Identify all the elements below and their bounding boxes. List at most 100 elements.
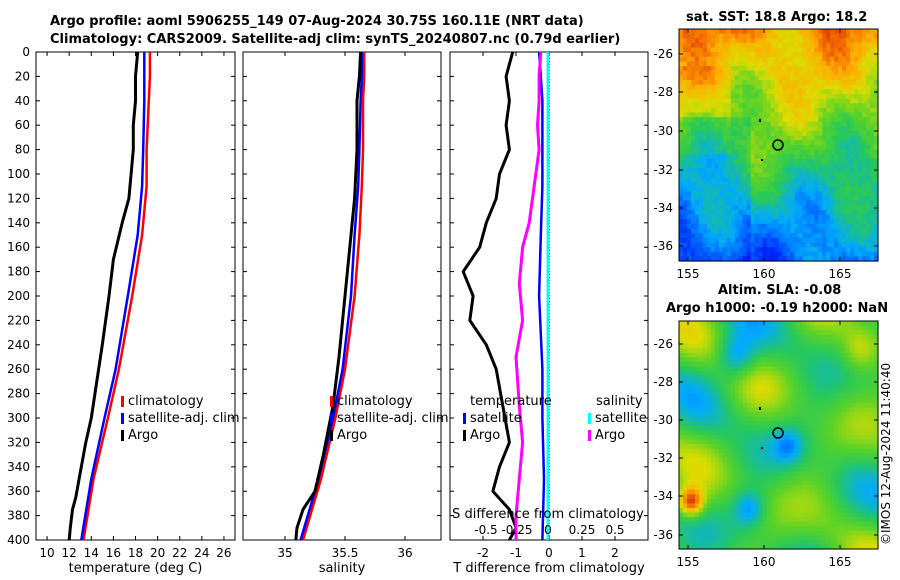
secondary-tick-label: 0 xyxy=(544,523,552,537)
x-tick-label: 10 xyxy=(39,546,54,560)
y-tick-label: 300 xyxy=(7,411,30,425)
x-tick-label: 22 xyxy=(172,546,187,560)
lat-tick-label: -34 xyxy=(653,201,673,215)
lat-tick-label: -32 xyxy=(653,163,673,177)
y-tick-label: 180 xyxy=(7,265,30,279)
series-line-satellite-adj-clim xyxy=(80,52,146,541)
diff-legend-salinity-title: salinity xyxy=(596,394,643,409)
sal-legend-label: climatology xyxy=(337,394,413,409)
y-tick-label: 40 xyxy=(15,94,30,108)
y-tick-label: 120 xyxy=(7,191,30,205)
lat-tick-label: -30 xyxy=(653,413,673,427)
sla-map-frame xyxy=(678,320,879,550)
y-tick-label: 240 xyxy=(7,338,30,352)
map-dot xyxy=(761,159,763,161)
x-tick-label: 24 xyxy=(194,546,209,560)
lat-tick-label: -28 xyxy=(653,85,673,99)
lat-tick-label: -36 xyxy=(653,239,673,253)
temp-legend-label: climatology xyxy=(128,394,204,409)
lon-tick-label: 155 xyxy=(677,555,700,569)
temp-legend-marker xyxy=(121,396,124,407)
diff-legend-temperature-label: satellite xyxy=(470,411,522,426)
temp-legend-label: Argo xyxy=(128,428,158,443)
diff-legend-temperature-marker xyxy=(463,430,466,441)
y-tick-label: 400 xyxy=(7,533,30,547)
y-tick-label: 320 xyxy=(7,435,30,449)
y-tick-label: 80 xyxy=(15,143,30,157)
y-tick-label: 140 xyxy=(7,216,30,230)
diff-legend-salinity-label: satellite xyxy=(595,411,647,426)
series-line-salinity-argo xyxy=(514,51,543,540)
sla-map-title-2: Argo h1000: -0.19 h2000: NaN xyxy=(666,301,889,316)
temp-legend-marker xyxy=(121,430,124,441)
sst-map xyxy=(679,29,879,262)
argo-location-marker xyxy=(772,139,784,151)
secondary-tick-label: 0.5 xyxy=(605,523,624,537)
map-dot xyxy=(761,447,763,449)
lon-tick-label: 165 xyxy=(829,267,852,281)
y-tick-label: 100 xyxy=(7,167,30,181)
x-tick-label: 20 xyxy=(150,546,165,560)
x-tick-label: 0 xyxy=(545,546,553,560)
sal-legend-marker xyxy=(330,396,333,407)
sst-map-title: sat. SST: 18.8 Argo: 18.2 xyxy=(686,10,868,25)
argo-location-marker xyxy=(772,427,784,439)
secondary-tick-label: -0.25 xyxy=(501,523,532,537)
diff-legend-temperature-title: temperature xyxy=(470,394,552,409)
x-tick-label: 1 xyxy=(578,546,586,560)
lon-tick-label: 160 xyxy=(753,267,776,281)
diff-legend-temperature-label: Argo xyxy=(470,428,500,443)
x-axis-label: T difference from climatology xyxy=(452,561,645,576)
lat-tick-label: -34 xyxy=(653,489,673,503)
series-line-climatology xyxy=(82,52,152,541)
sal-legend-label: satellite-adj. clim xyxy=(337,411,449,426)
sal-legend-label: Argo xyxy=(337,428,367,443)
x-tick-label: 14 xyxy=(84,546,99,560)
series-line-satellite-adj-clim xyxy=(299,52,364,541)
y-tick-label: 60 xyxy=(15,118,30,132)
y-tick-label: 260 xyxy=(7,362,30,376)
y-tick-label: 340 xyxy=(7,460,30,474)
y-tick-label: 360 xyxy=(7,484,30,498)
x-axis-label: salinity xyxy=(319,561,366,576)
temp-legend-label: satellite-adj. clim xyxy=(128,411,240,426)
x-tick-label: 35.5 xyxy=(332,546,359,560)
y-tick-label: 20 xyxy=(15,69,30,83)
series-line-temperature-argo xyxy=(461,51,518,541)
series-line-temperature-satellite xyxy=(537,51,546,541)
map-dot xyxy=(759,407,761,410)
chart-title-line1: Argo profile: aoml 5906255_149 07-Aug-20… xyxy=(50,14,584,29)
sal-legend-marker xyxy=(330,430,333,441)
sst-map-frame xyxy=(678,28,879,262)
diff-legend-salinity-label: Argo xyxy=(595,428,625,443)
series-line-argo xyxy=(294,51,363,541)
lon-tick-label: 165 xyxy=(829,555,852,569)
lon-tick-label: 155 xyxy=(677,267,700,281)
secondary-tick-label: 0.25 xyxy=(569,523,596,537)
lat-tick-label: -26 xyxy=(653,47,673,61)
series-line-argo xyxy=(67,51,140,541)
diff-legend-salinity-marker xyxy=(588,413,591,424)
diff-legend-salinity-marker xyxy=(588,430,591,441)
panel-1-frame xyxy=(35,51,236,541)
secondary-tick-label: -0.5 xyxy=(474,523,497,537)
y-tick-label: 280 xyxy=(7,387,30,401)
lat-tick-label: -28 xyxy=(653,375,673,389)
x-tick-label: 36 xyxy=(397,546,412,560)
y-tick-label: 220 xyxy=(7,313,30,327)
x-tick-label: 12 xyxy=(62,546,77,560)
lat-tick-label: -32 xyxy=(653,451,673,465)
x-tick-label: -2 xyxy=(477,546,489,560)
x-tick-label: 26 xyxy=(216,546,231,560)
lat-tick-label: -26 xyxy=(653,337,673,351)
lon-tick-label: 160 xyxy=(753,555,776,569)
map-dot xyxy=(759,119,761,122)
panel-2-frame xyxy=(242,51,442,541)
sla-map xyxy=(679,321,879,550)
diff-legend-temperature-marker xyxy=(463,413,466,424)
x-axis-label: temperature (deg C) xyxy=(69,561,203,576)
y-tick-label: 160 xyxy=(7,240,30,254)
lat-tick-label: -30 xyxy=(653,124,673,138)
sal-legend-marker xyxy=(330,413,333,424)
